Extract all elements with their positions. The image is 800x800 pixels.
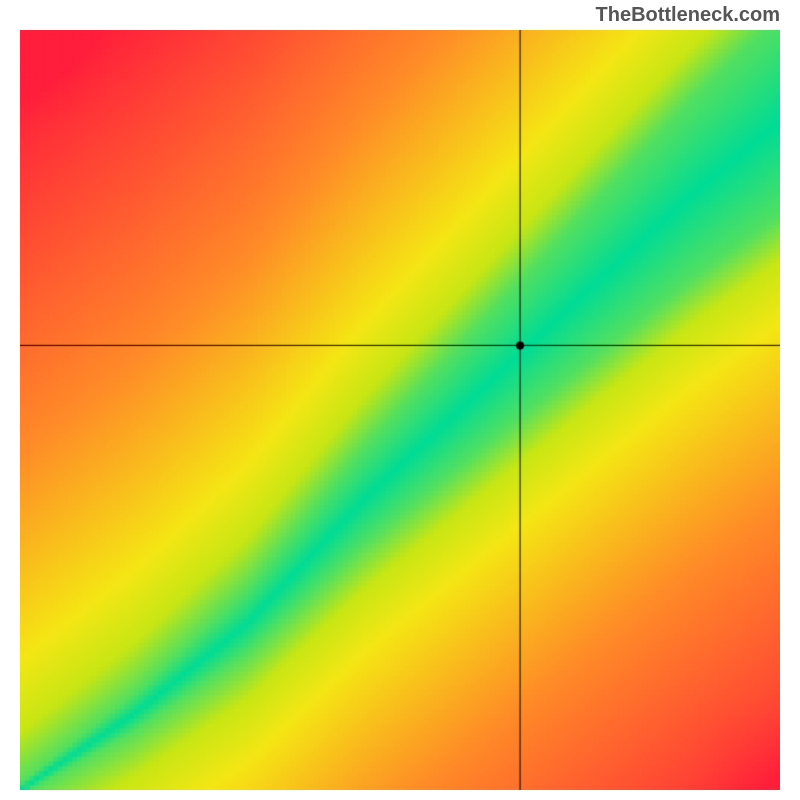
heatmap-chart xyxy=(20,30,780,790)
watermark-text: TheBottleneck.com xyxy=(596,4,780,27)
heatmap-canvas xyxy=(20,30,780,790)
